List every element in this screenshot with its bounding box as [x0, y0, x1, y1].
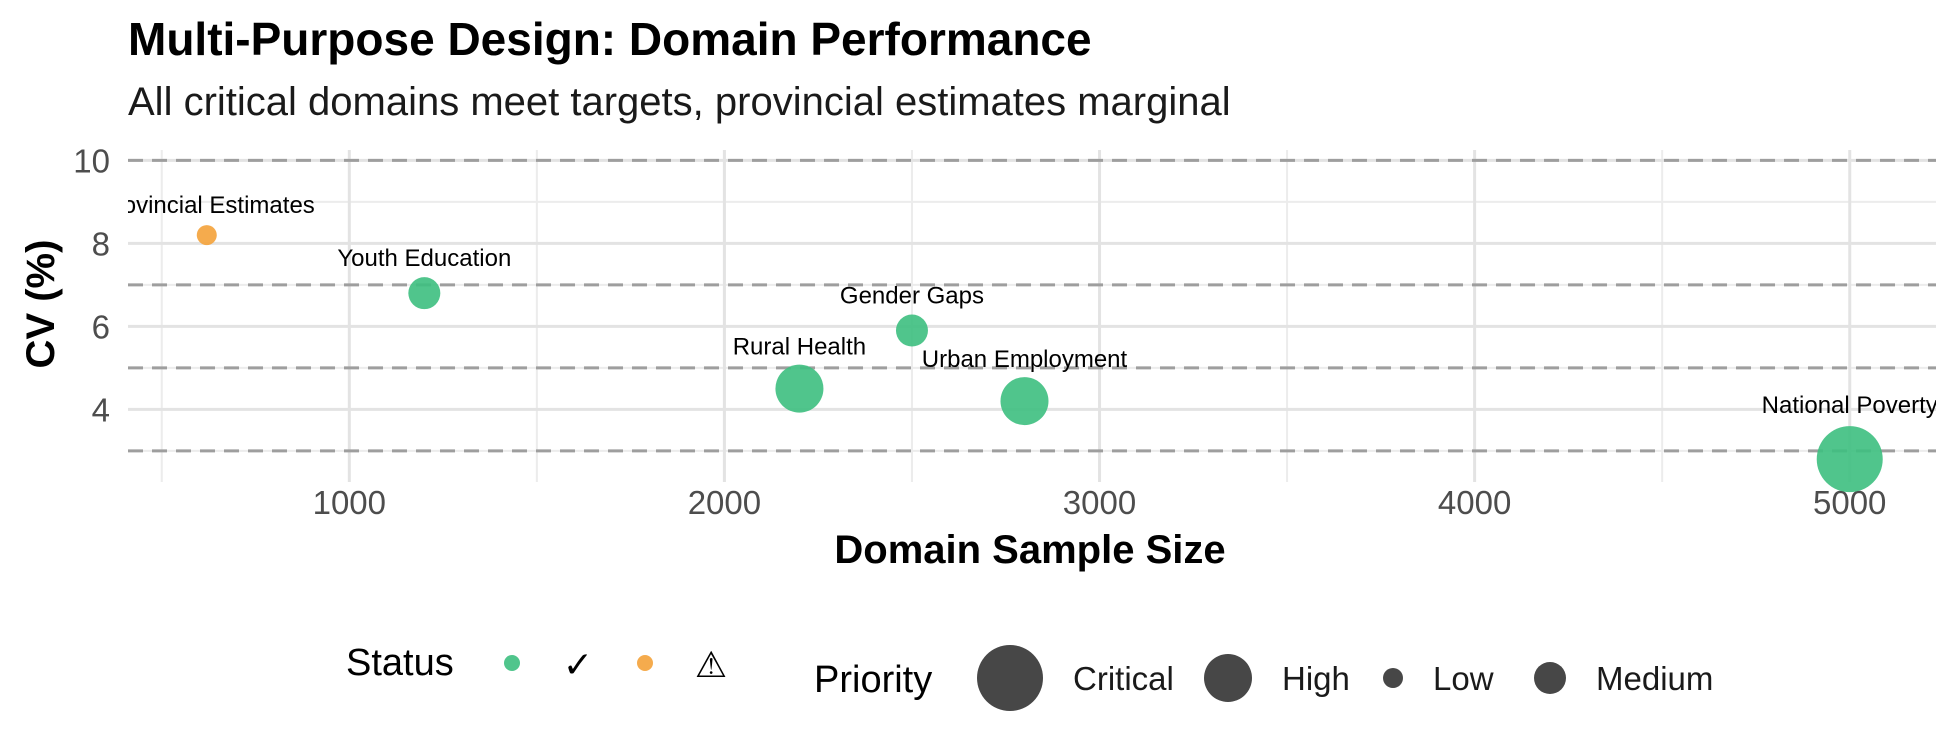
x-tick-label: 1000	[313, 484, 386, 521]
data-point	[1816, 426, 1883, 493]
point-label: Gender Gaps	[840, 283, 984, 310]
y-tick-label: 6	[92, 308, 110, 345]
data-point	[775, 364, 824, 413]
data-point	[895, 314, 928, 347]
chart-title: Multi-Purpose Design: Domain Performance	[128, 13, 1092, 65]
legend-status-key	[637, 655, 653, 671]
x-tick-label: 4000	[1438, 484, 1511, 521]
point-label: National Poverty	[1762, 392, 1938, 419]
legend-priority-key	[1204, 654, 1252, 702]
legend-priority-key	[1383, 668, 1403, 688]
data-point	[1000, 377, 1049, 426]
y-tick-label: 10	[73, 142, 110, 179]
legend-priority-label: Critical	[1073, 660, 1174, 697]
data-points	[196, 225, 1883, 493]
point-label: Provincial Estimates	[99, 192, 315, 219]
point-label: Youth Education	[337, 245, 511, 272]
x-tick-label: 3000	[1063, 484, 1136, 521]
point-labels: National Poverty Urban Employment Rural He…	[99, 192, 1938, 419]
x-axis-label: Domain Sample Size	[834, 528, 1225, 572]
legend-priority-label: Low	[1433, 660, 1494, 697]
legend-priority-title: Priority	[814, 659, 932, 701]
data-point	[408, 277, 441, 310]
y-tick-label: 4	[92, 391, 110, 428]
legend: Status ✓ ⚠ Priority Critical High Low Medium	[346, 642, 1713, 711]
data-point	[196, 225, 217, 246]
legend-status-title: Status	[346, 642, 454, 684]
point-label: Urban Employment	[922, 346, 1128, 373]
y-tick-label: 8	[92, 225, 110, 262]
legend-status-symbol: ⚠	[695, 645, 727, 686]
legend-priority-key	[977, 645, 1043, 711]
legend-priority-key	[1534, 662, 1566, 694]
x-tick-label: 2000	[688, 484, 761, 521]
legend-priority-label: High	[1282, 660, 1350, 697]
legend-priority-label: Medium	[1596, 660, 1713, 697]
legend-status-symbol: ✓	[563, 645, 593, 686]
legend-status-key	[504, 655, 520, 671]
chart-subtitle: All critical domains meet targets, provi…	[128, 80, 1231, 124]
point-label: Rural Health	[733, 334, 866, 361]
y-axis-label: CV (%)	[19, 240, 63, 369]
grid-layer	[128, 150, 1936, 482]
